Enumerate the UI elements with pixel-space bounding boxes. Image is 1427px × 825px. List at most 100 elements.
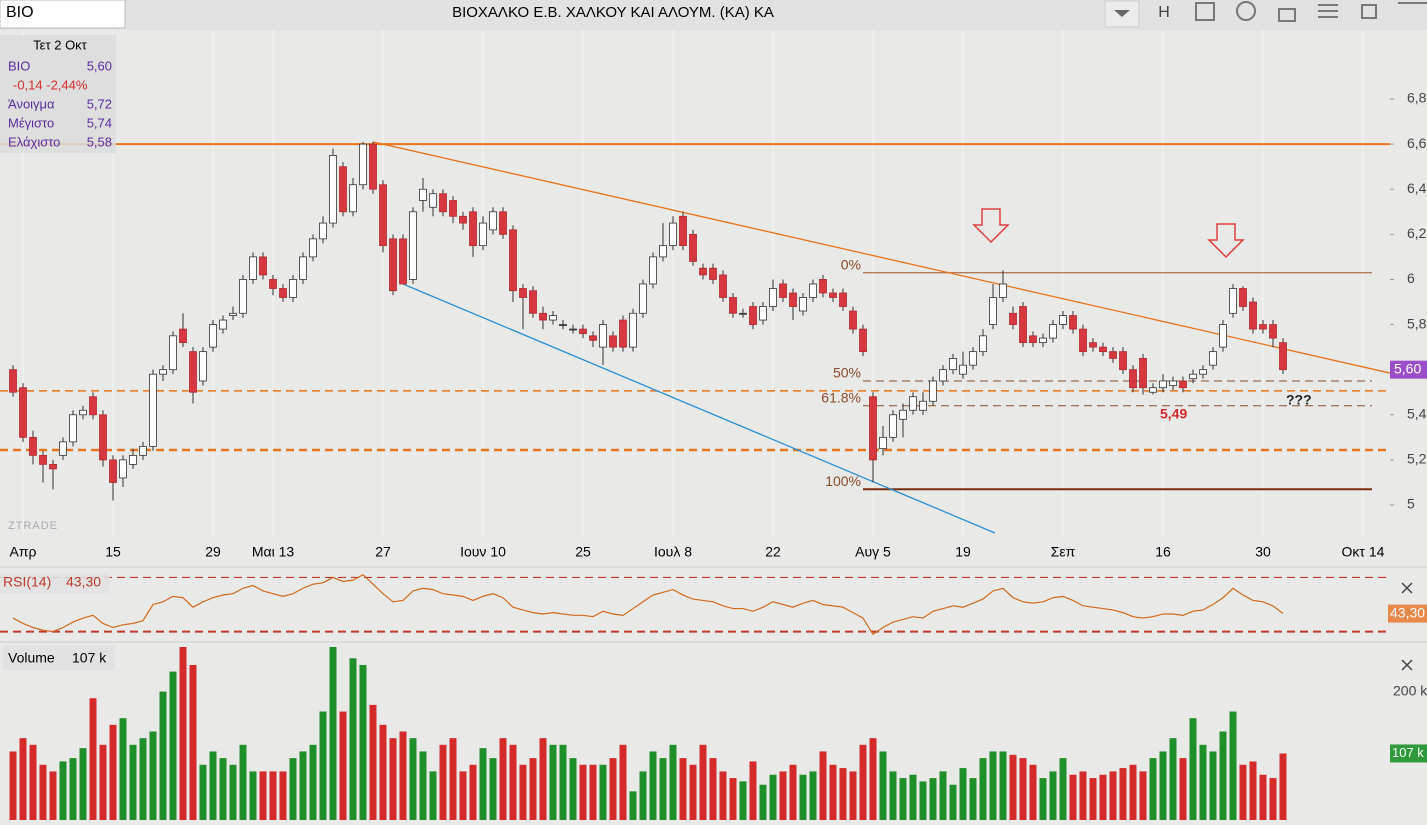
candle-body [259, 256, 267, 276]
volume-bar [389, 738, 397, 820]
candle-body [379, 184, 387, 247]
candle-body [1049, 324, 1057, 339]
volume-bar [409, 738, 417, 820]
candle-body [879, 436, 887, 450]
volume-bar [969, 778, 977, 820]
volume-bar [179, 646, 187, 820]
volume-bar [869, 738, 877, 820]
candle-body [639, 283, 647, 314]
candle-body [939, 369, 947, 382]
trendline [372, 141, 1391, 374]
candle-body [149, 373, 157, 447]
volume-bar [259, 771, 267, 820]
volume-bar [709, 758, 717, 820]
volume-bar [399, 731, 407, 820]
x-tick-label: Μαι 13 [252, 544, 295, 560]
candle-body [359, 143, 367, 186]
volume-bar [849, 771, 857, 820]
icon-menu[interactable] [1318, 4, 1338, 18]
candle-body [849, 310, 857, 330]
candle-body [789, 292, 797, 307]
annotation-question: ??? [1286, 392, 1312, 408]
candle-body [809, 283, 817, 298]
volume-bar [799, 774, 807, 820]
symbol-box[interactable] [0, 0, 126, 29]
candle-body [1119, 351, 1127, 371]
candle-body [819, 279, 827, 294]
icon-restore[interactable] [1361, 4, 1377, 19]
icon-lock[interactable] [1278, 8, 1296, 22]
icon-comment[interactable] [1236, 1, 1256, 21]
candle-body [1249, 301, 1257, 330]
button-h[interactable]: H [1158, 4, 1170, 21]
level-label: 100% [825, 473, 861, 489]
volume-bar [999, 751, 1007, 820]
volume-bar [739, 781, 747, 820]
volume-bar [9, 751, 17, 820]
volume-bar [749, 761, 757, 820]
volume-bar [119, 718, 127, 820]
y-tick-label: 5,4 [1407, 405, 1427, 421]
panel-close[interactable] [1401, 582, 1413, 671]
candle-body [1099, 346, 1107, 353]
info-value: 5,74 [87, 115, 112, 130]
volume-bar [269, 771, 277, 820]
y-tick-label: 6,2 [1407, 225, 1427, 241]
volume-bar [439, 744, 447, 820]
volume-bar [829, 764, 837, 820]
y-tick-label: 200 k [1393, 682, 1427, 698]
volume-bar [929, 778, 937, 820]
trendline [402, 283, 996, 534]
info-value: 5,72 [87, 96, 112, 111]
volume-bar [569, 758, 577, 820]
volume-bar [79, 748, 87, 820]
volume-bar [899, 778, 907, 820]
y-tick-label: 6,6 [1407, 135, 1427, 151]
info-close: 5,60 [87, 58, 112, 73]
x-tick-label: 29 [205, 544, 221, 560]
icon-window[interactable] [1195, 2, 1215, 21]
candle-body [229, 312, 237, 316]
volume-bar [129, 744, 137, 820]
candle-body [299, 256, 307, 280]
volume-bar [289, 758, 297, 820]
volume-bar [279, 771, 287, 820]
candle-body [769, 288, 777, 307]
volume-bar [1049, 771, 1057, 820]
candle-body [739, 312, 747, 315]
volume-bar [659, 758, 667, 820]
x-tick-label: Απρ [10, 544, 37, 560]
candle-body [869, 396, 877, 461]
candle-body [29, 436, 37, 456]
volume-bar [1159, 751, 1167, 820]
x-tick-label: 25 [575, 544, 591, 560]
y-tick-label: 6,8 [1407, 90, 1427, 106]
candle-body [319, 222, 327, 240]
candle-body [69, 414, 77, 443]
volume-bar [1129, 764, 1137, 820]
volume-bar [99, 744, 107, 820]
x-tick-label: 30 [1255, 544, 1271, 560]
info-date: Τετ 2 Οκτ [33, 37, 88, 52]
candle-body [659, 245, 667, 258]
symbol[interactable]: BIO [6, 4, 34, 21]
candle-body [109, 459, 117, 483]
x-tick-label: Ιουν 10 [460, 544, 506, 560]
candle-body [99, 414, 107, 461]
volume-bar [349, 658, 357, 820]
candle-body [429, 193, 437, 208]
candle-body [689, 233, 697, 262]
volume-bar [479, 748, 487, 820]
candle-body [549, 315, 557, 321]
candle-body [649, 256, 657, 285]
candle-body [1269, 324, 1277, 339]
volume-bar [239, 744, 247, 820]
candle-body [999, 283, 1007, 298]
volume-bar [879, 751, 887, 820]
volume-bar [429, 771, 437, 820]
candle-body [699, 267, 707, 276]
volume-bar [1039, 778, 1047, 820]
volume-bar [519, 764, 527, 820]
candle-body [749, 306, 757, 325]
